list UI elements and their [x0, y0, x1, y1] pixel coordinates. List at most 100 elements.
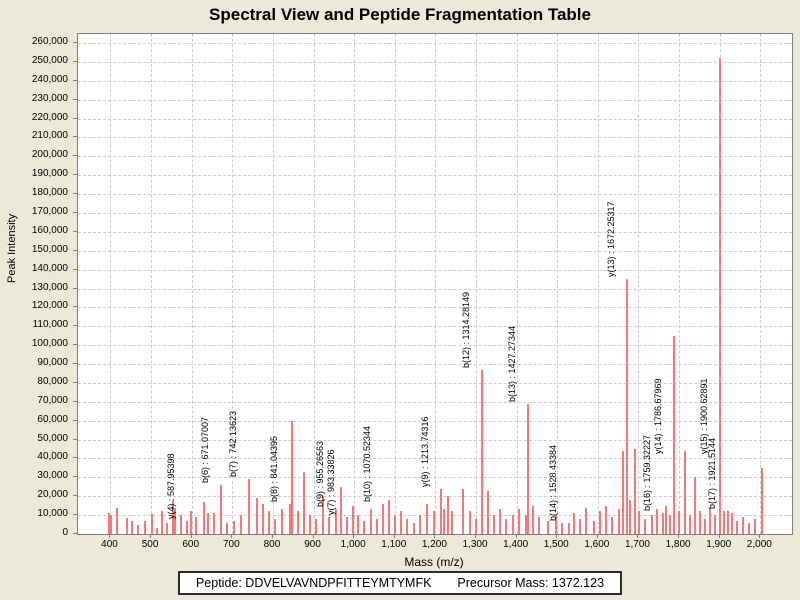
- peak-line: [308, 515, 311, 534]
- x-axis-tick: [718, 534, 720, 538]
- peak-line: [633, 449, 636, 534]
- peak-line: [400, 511, 403, 534]
- peak-line: [637, 511, 640, 534]
- peak-line: [388, 500, 391, 534]
- x-gridline: [191, 34, 193, 534]
- peak-line: [598, 511, 601, 534]
- y-tick-label: 50,000: [37, 432, 68, 444]
- y-tick-label: 110,000: [32, 319, 68, 331]
- y-axis-tick: [73, 363, 77, 365]
- y-tick-label: 100,000: [31, 338, 68, 350]
- x-gridline: [597, 34, 599, 534]
- peak-line: [426, 503, 429, 534]
- y-tick-label: 30,000: [37, 470, 68, 482]
- peak-line: [136, 524, 139, 534]
- peak-line: [669, 515, 672, 534]
- peak-line: [174, 507, 177, 534]
- peak-line: [212, 513, 215, 534]
- y-gridline: [78, 382, 792, 384]
- y-tick-label: 140,000: [31, 262, 68, 274]
- peak-line: [487, 490, 490, 534]
- peak-line: [462, 488, 465, 534]
- x-axis-tick: [515, 534, 517, 538]
- peak-annotation: b(17) : 1921.5144: [707, 438, 718, 510]
- x-axis-tick: [271, 534, 273, 538]
- plot-area[interactable]: y(4) : 587.95398 b(6) : 671.07007 b(7) : 7…: [77, 33, 793, 535]
- peak-line: [206, 513, 209, 534]
- y-gridline: [78, 364, 792, 366]
- annotated-peak-line: [567, 522, 570, 534]
- peak-line: [537, 517, 540, 534]
- x-gridline: [516, 34, 518, 534]
- x-axis-tick: [190, 534, 192, 538]
- y-tick-label: 150,000: [31, 243, 68, 255]
- peak-line: [546, 520, 549, 534]
- x-tick-label: 1,400: [503, 539, 529, 550]
- peak-line: [665, 505, 668, 534]
- x-axis-tick: [759, 534, 761, 538]
- peak-line: [531, 505, 534, 534]
- peak-line: [225, 522, 228, 534]
- peak-annotation: y(7) : 983.33826: [326, 449, 337, 515]
- y-axis-tick: [73, 381, 77, 383]
- annotated-peak-line: [335, 509, 337, 534]
- peak-line: [115, 507, 118, 534]
- x-axis-tick: [475, 534, 477, 538]
- y-tick-label: 200,000: [31, 149, 68, 161]
- peptide-info-box: Peptide: DDVELVAVNDPFITTEYMTYMFK Precurso…: [177, 571, 623, 595]
- annotated-peak-line: [346, 517, 349, 534]
- peak-line: [433, 511, 436, 534]
- peak-line: [321, 496, 324, 534]
- y-tick-label: 40,000: [37, 451, 68, 463]
- y-axis-tick: [73, 230, 77, 232]
- x-axis-tick: [109, 534, 111, 538]
- peak-line: [352, 505, 355, 534]
- y-axis-tick: [73, 193, 77, 195]
- peak-line: [684, 450, 687, 534]
- peak-annotation: b(9) : 955.26563: [315, 441, 325, 508]
- y-tick-label: 230,000: [31, 92, 68, 104]
- x-gridline: [272, 34, 274, 534]
- x-axis-tick: [231, 534, 233, 538]
- y-axis-tick: [73, 400, 77, 402]
- y-gridline: [78, 231, 792, 233]
- y-axis-tick: [73, 419, 77, 421]
- peak-line: [125, 517, 128, 534]
- peak-line: [505, 518, 508, 534]
- y-tick-label: 210,000: [31, 130, 68, 142]
- peak-line: [370, 509, 373, 534]
- annotated-peak-line: [381, 503, 384, 534]
- peak-annotation: b(12) : 1314.28149: [460, 291, 471, 368]
- y-tick-label: 120,000: [31, 300, 68, 312]
- y-axis-tick: [73, 533, 77, 534]
- x-tick-label: 1,800: [665, 539, 691, 550]
- x-gridline: [354, 34, 356, 534]
- annotated-peak-line: [718, 58, 721, 534]
- x-axis-tick: [393, 534, 395, 538]
- peak-line: [714, 515, 717, 534]
- peak-line: [678, 511, 681, 534]
- peak-line: [273, 518, 276, 534]
- peak-line: [584, 507, 587, 534]
- x-tick-label: 500: [141, 539, 159, 550]
- y-tick-label: 80,000: [37, 375, 68, 387]
- y-gridline: [78, 420, 792, 422]
- peak-line: [689, 515, 692, 534]
- y-axis-tick: [73, 98, 77, 100]
- x-axis-tick: [556, 534, 558, 538]
- peak-annotation: b(10) : 1070.52344: [361, 425, 372, 502]
- x-axis-tick: [637, 534, 639, 538]
- y-tick-label: 90,000: [37, 357, 68, 369]
- y-axis-tick: [73, 344, 77, 346]
- y-axis-tick: [73, 155, 77, 157]
- annotated-peak-line: [526, 403, 529, 534]
- peak-line: [754, 518, 757, 534]
- x-tick-label: 1,900: [706, 539, 732, 550]
- peak-line: [512, 515, 515, 534]
- x-gridline: [151, 34, 153, 534]
- peak-line: [611, 517, 614, 534]
- y-tick-label: 240,000: [31, 73, 68, 85]
- y-tick-label: 10,000: [37, 508, 68, 520]
- y-gridline: [78, 250, 792, 252]
